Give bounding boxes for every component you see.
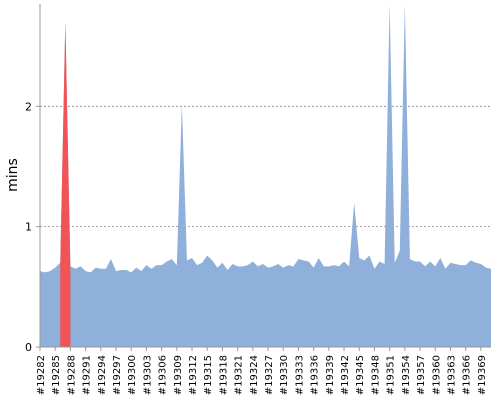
x-tick-label: #19348	[370, 355, 381, 395]
x-tick-label: #19312	[188, 355, 199, 395]
y-tick-label: 1	[25, 221, 32, 234]
x-tick-label: #19306	[158, 355, 169, 395]
x-tick-label: #19297	[112, 355, 123, 395]
x-tick-label: #19294	[97, 355, 108, 395]
x-tick-label: #19354	[401, 355, 412, 395]
y-tick-label: 0	[25, 341, 32, 354]
x-tick-label: #19366	[462, 355, 473, 395]
x-tick-label: #19285	[51, 355, 62, 395]
y-tick-labels: 0 1 2	[25, 100, 40, 354]
x-tick-label: #19330	[279, 355, 290, 395]
x-tick-labels: #19282 #19285 #19288 #19291 #19294 #19297 #193…	[36, 347, 488, 395]
x-tick-label: #19321	[234, 355, 245, 395]
x-tick-label: #19369	[477, 355, 488, 395]
axes	[39, 4, 491, 348]
x-tick-label: #19336	[310, 355, 321, 395]
x-tick-label: #19315	[203, 355, 214, 395]
x-tick-label: #19345	[355, 355, 366, 395]
x-tick-label: #19333	[294, 355, 305, 395]
x-tick-label: #19318	[218, 355, 229, 395]
highlight-area	[60, 22, 71, 347]
series-area-shape	[40, 4, 491, 347]
x-tick-label: #19309	[173, 355, 184, 395]
grid-lines	[40, 105, 491, 228]
x-tick-label: #19342	[340, 355, 351, 395]
x-tick-label: #19339	[325, 355, 336, 395]
x-tick-label: #19351	[386, 355, 397, 395]
y-axis-title: mins	[5, 158, 21, 192]
x-tick-label: #19360	[431, 355, 442, 395]
x-tick-label: #19282	[36, 355, 47, 395]
y-tick-label: 2	[25, 100, 32, 113]
x-tick-label: #19363	[446, 355, 457, 395]
x-tick-label: #19300	[127, 355, 138, 395]
x-tick-label: #19303	[142, 355, 153, 395]
x-tick-label: #19324	[249, 355, 260, 395]
x-tick-label: #19327	[264, 355, 275, 395]
x-tick-label: #19288	[66, 355, 77, 395]
series-area	[40, 4, 491, 347]
x-tick-label: #19291	[82, 355, 93, 395]
highlight-region	[60, 22, 71, 347]
x-tick-label: #19357	[416, 355, 427, 395]
